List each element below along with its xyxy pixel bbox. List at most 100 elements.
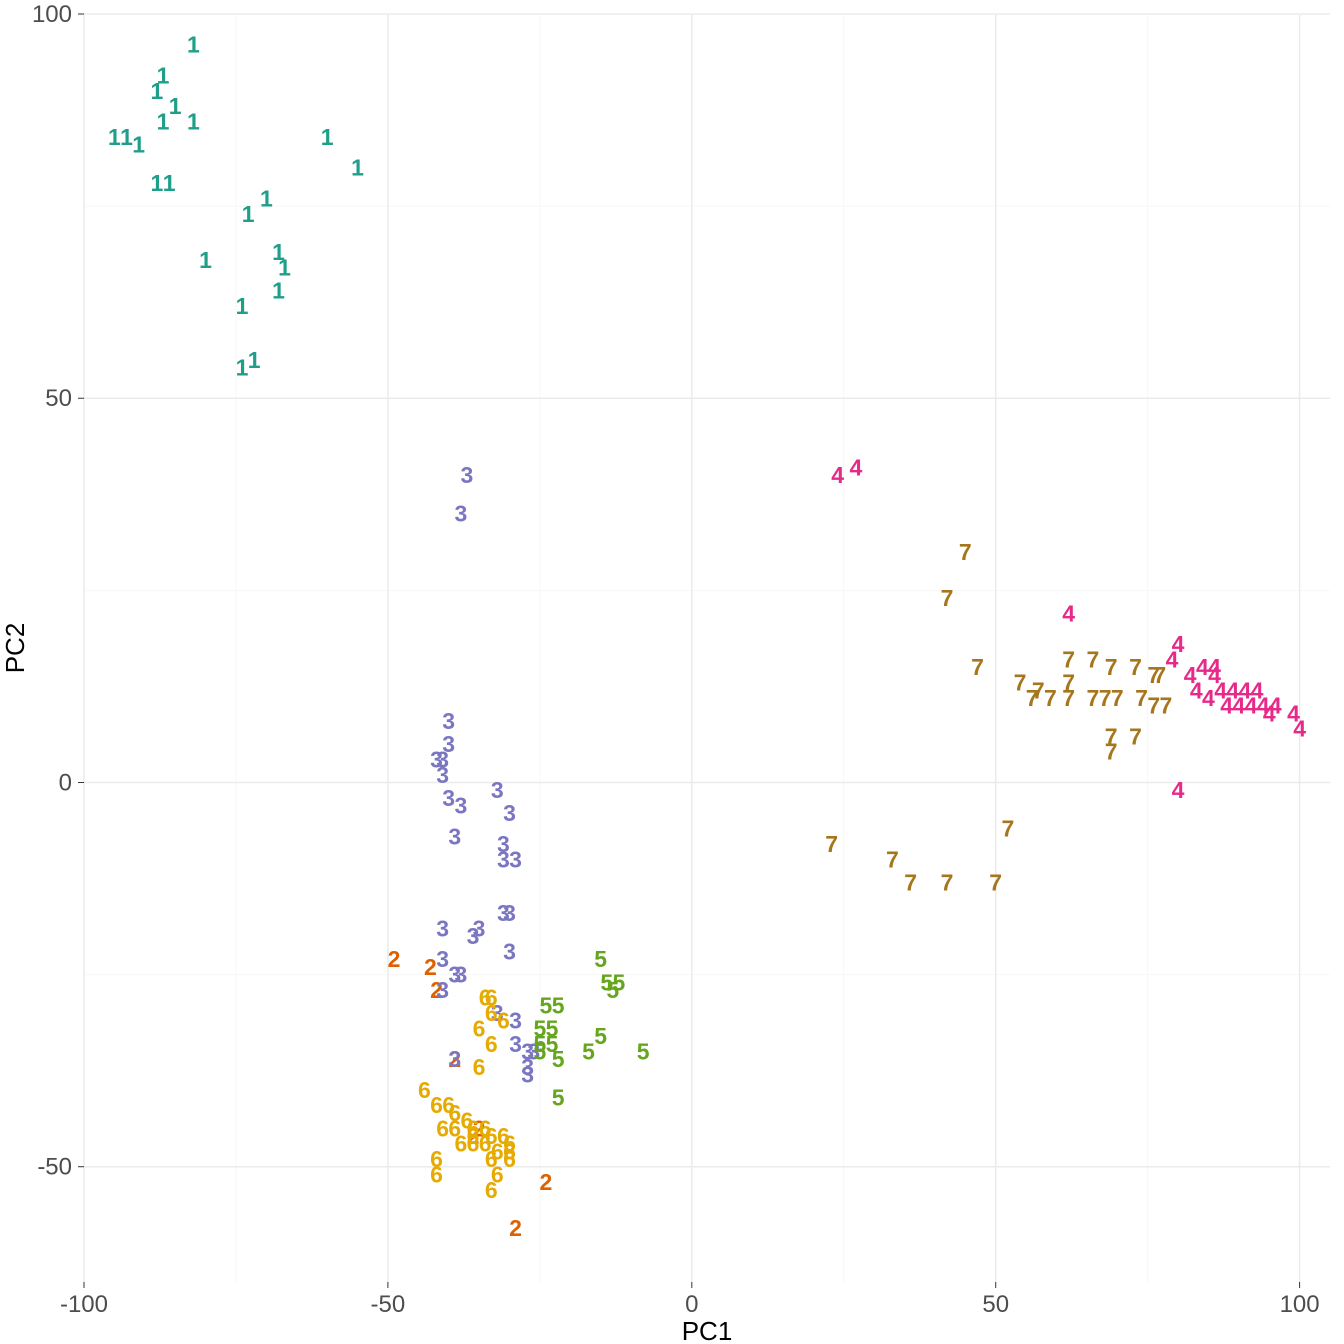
data-point: 3 — [503, 800, 516, 826]
data-point: 5 — [552, 1046, 565, 1072]
data-point: 5 — [552, 1085, 565, 1111]
data-point: 7 — [1129, 654, 1142, 680]
data-point: 1 — [163, 170, 176, 196]
data-point: 4 — [1232, 693, 1245, 719]
y-axis-title: PC2 — [0, 623, 30, 674]
y-tick-label: 50 — [45, 385, 72, 412]
data-point: 3 — [442, 785, 455, 811]
data-point: 5 — [637, 1038, 650, 1064]
data-point: 1 — [260, 185, 273, 211]
data-point: 4 — [850, 454, 863, 480]
data-point: 3 — [521, 1062, 534, 1088]
data-point: 6 — [485, 1177, 498, 1203]
data-point: 7 — [1087, 647, 1100, 673]
data-point: 1 — [132, 132, 145, 158]
data-point: 5 — [594, 1023, 607, 1049]
data-point: 7 — [1159, 693, 1172, 719]
data-point: 7 — [989, 869, 1002, 895]
data-point: 7 — [1111, 685, 1124, 711]
data-point: 7 — [1105, 654, 1118, 680]
y-tick-label: -50 — [37, 1154, 72, 1181]
data-point: 3 — [436, 915, 449, 941]
data-point: 1 — [199, 247, 212, 273]
data-point: 4 — [1245, 693, 1258, 719]
data-point: 7 — [1129, 723, 1142, 749]
x-tick-label: 100 — [1280, 1291, 1320, 1318]
y-tick-label: 100 — [32, 1, 72, 28]
data-point: 1 — [169, 93, 182, 119]
data-point: 6 — [485, 1031, 498, 1057]
data-point: 1 — [187, 32, 200, 58]
data-point: 3 — [509, 846, 522, 872]
data-point: 7 — [825, 831, 838, 857]
data-point: 7 — [941, 869, 954, 895]
y-tick-label: 0 — [59, 769, 72, 796]
data-point: 7 — [1153, 662, 1166, 688]
data-point: 4 — [831, 462, 844, 488]
data-point: 6 — [503, 1146, 516, 1172]
data-point: 3 — [436, 977, 449, 1003]
x-tick-label: 0 — [685, 1291, 698, 1318]
data-point: 7 — [1062, 685, 1075, 711]
x-tick-label: -100 — [60, 1291, 108, 1318]
data-point: 3 — [491, 777, 504, 803]
data-point: 3 — [503, 900, 516, 926]
data-point: 7 — [904, 869, 917, 895]
data-point: 7 — [1026, 685, 1039, 711]
data-point: 7 — [1135, 685, 1148, 711]
data-point: 7 — [1105, 739, 1118, 765]
pca-scatter-chart: { "chart": { "type": "scatter-text", "wi… — [0, 0, 1344, 1344]
data-point: 1 — [321, 124, 334, 150]
data-point: 3 — [454, 793, 467, 819]
data-point: 6 — [430, 1161, 443, 1187]
data-point: 7 — [971, 654, 984, 680]
data-point: 3 — [497, 846, 510, 872]
data-point: 7 — [1001, 816, 1014, 842]
data-point: 6 — [454, 1131, 467, 1157]
data-point: 5 — [606, 977, 619, 1003]
data-point: 7 — [941, 585, 954, 611]
data-point: 1 — [108, 124, 121, 150]
data-point: 3 — [454, 962, 467, 988]
data-point: 6 — [467, 1131, 480, 1157]
data-point: 1 — [187, 109, 200, 135]
data-point: 3 — [509, 1031, 522, 1057]
data-point: 1 — [236, 355, 249, 381]
data-point: 3 — [461, 462, 474, 488]
data-point: 2 — [509, 1215, 522, 1241]
x-tick-label: 50 — [982, 1291, 1009, 1318]
data-point: 4 — [1062, 600, 1075, 626]
data-point: 3 — [454, 501, 467, 527]
data-point: 1 — [157, 109, 170, 135]
data-point: 6 — [473, 1054, 486, 1080]
data-point: 3 — [473, 915, 486, 941]
data-point: 5 — [533, 1038, 546, 1064]
data-point: 3 — [503, 939, 516, 965]
data-point: 7 — [1087, 685, 1100, 711]
data-point: 4 — [1202, 685, 1215, 711]
x-axis: -100-50050100 — [60, 1282, 1320, 1318]
data-point: 3 — [436, 946, 449, 972]
data-point: 4 — [1220, 693, 1233, 719]
data-point: 1 — [272, 278, 285, 304]
data-point: 3 — [448, 1046, 461, 1072]
data-point: 7 — [1014, 670, 1027, 696]
data-point: 1 — [236, 293, 249, 319]
data-point: 2 — [388, 946, 401, 972]
data-point: 7 — [1044, 685, 1057, 711]
data-point: 1 — [351, 155, 364, 181]
y-axis: -50 0 50 100 — [32, 1, 84, 1181]
data-point: 6 — [436, 1115, 449, 1141]
data-point: 7 — [959, 539, 972, 565]
data-point: 4 — [1172, 777, 1185, 803]
data-point: 1 — [151, 78, 164, 104]
x-axis-title: PC1 — [682, 1316, 733, 1344]
data-point: 3 — [448, 823, 461, 849]
data-point: 1 — [242, 201, 255, 227]
data-point: 4 — [1166, 647, 1179, 673]
data-point: 6 — [485, 1000, 498, 1026]
data-point: 5 — [582, 1038, 595, 1064]
data-point: 4 — [1190, 677, 1203, 703]
data-point: 1 — [120, 124, 133, 150]
data-point: 1 — [248, 347, 261, 373]
